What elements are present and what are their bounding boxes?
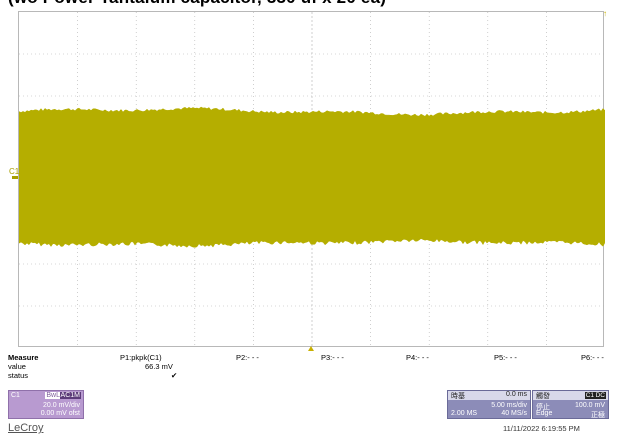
trigger-title: 觸發 (536, 393, 550, 400)
trigger-slope: 正極 (591, 412, 605, 419)
bandwidth-limit-badge: BwL (45, 392, 61, 399)
timebase-header: 時基 0.0 ms (448, 391, 530, 400)
trigger-header: 觸發 C1 DC (533, 391, 608, 400)
waveform-trace-c1 (19, 106, 605, 248)
trigger-coupling-badge: DC (594, 392, 606, 399)
timebase-descriptor[interactable]: 時基 0.0 ms 5.00 ms/div 2.00 MS 40 MS/s (447, 390, 531, 419)
trigger-type: Edge (536, 410, 553, 417)
timebase-samples: 2.00 MS (451, 410, 478, 417)
measure-col-p5[interactable]: P5:- - - (494, 353, 517, 362)
waveform-display[interactable] (18, 11, 605, 348)
timestamp: 11/11/2022 6:19:55 PM (503, 424, 580, 433)
trigger-level: 100.0 mV (575, 402, 605, 409)
timebase-tdiv: 5.00 ms/div (491, 402, 527, 409)
trigger-descriptor[interactable]: 觸發 C1 DC 停止 100.0 mV Edge 正極 (532, 390, 609, 419)
measure-p1-value: 66.3 mV (145, 362, 173, 371)
graticule (19, 12, 605, 348)
c1-offset: 0.00 mV ofst (40, 410, 80, 417)
timebase-delay: 0.0 ms (505, 391, 527, 398)
trigger-source-badge: C1 (584, 392, 595, 399)
measure-row-value: value (8, 362, 26, 371)
channel-c1-descriptor[interactable]: C1 BwL AC1M 20.0 mV/div 0.00 mV ofst (8, 390, 84, 419)
measure-row-status: status (8, 371, 29, 380)
channel-offset-marker[interactable] (12, 176, 18, 179)
coupling-badge: AC1M (59, 392, 81, 399)
channel-label: C1 (9, 167, 20, 176)
timebase-rate: 40 MS/s (501, 410, 527, 417)
caption: (wo Power Tantalum capacitor, 330 uf x 2… (8, 0, 386, 8)
measure-col-p2[interactable]: P2:- - - (236, 353, 259, 362)
trigger-position-marker[interactable] (308, 346, 314, 351)
trigger-level-arrow-icon: ↑ (603, 9, 607, 18)
measure-col-p1[interactable]: P1:pkpk(C1) (120, 353, 162, 362)
c1-tag: C1 (11, 392, 20, 399)
lecroy-logo: LeCroy (8, 422, 44, 434)
measure-col-p4[interactable]: P4:- - - (406, 353, 429, 362)
measure-header: Measure (8, 353, 39, 362)
measure-col-p6[interactable]: P6:- - - (581, 353, 604, 362)
measure-col-p3[interactable]: P3:- - - (321, 353, 344, 362)
timebase-title: 時基 (451, 393, 465, 400)
c1-vdiv: 20.0 mV/div (43, 402, 80, 409)
measure-p1-status-icon: ✔ (171, 371, 178, 380)
trigger-state: 停止 (536, 404, 550, 411)
